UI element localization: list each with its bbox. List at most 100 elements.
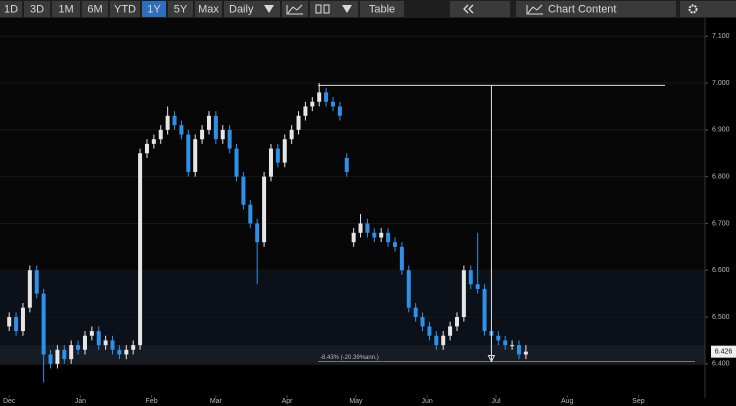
collapse-icon xyxy=(463,4,474,14)
candle-body xyxy=(55,349,60,364)
settings-bg[interactable] xyxy=(680,1,736,17)
candle-body xyxy=(172,115,177,126)
range-button[interactable]: YTD xyxy=(114,3,136,15)
candle-body xyxy=(503,340,508,346)
candle-body xyxy=(103,340,108,346)
collapse-bg[interactable] xyxy=(450,1,510,17)
candle-body xyxy=(20,307,25,332)
candle-body xyxy=(206,115,211,130)
candle-body xyxy=(317,92,322,102)
candle-body xyxy=(248,204,253,224)
dropdown-arrow xyxy=(342,5,352,13)
candle-body xyxy=(441,335,446,346)
candle-body xyxy=(406,270,411,308)
candle-body xyxy=(420,317,425,327)
range-button[interactable]: 1M xyxy=(58,3,73,15)
candle-body xyxy=(282,139,287,163)
candle-body xyxy=(379,232,384,238)
band-lower xyxy=(0,345,705,365)
range-button[interactable]: 5Y xyxy=(174,3,188,15)
range-button[interactable]: 3D xyxy=(30,3,44,15)
range-button-bg[interactable] xyxy=(0,1,22,17)
y-tick-label: 7.000 xyxy=(712,80,730,87)
chart-content[interactable]: Chart Content xyxy=(548,3,616,15)
candle-body xyxy=(386,232,391,243)
line-icon xyxy=(286,4,303,15)
candle-body xyxy=(454,317,459,327)
candle-body xyxy=(34,270,39,294)
candle-icon-bg[interactable] xyxy=(310,1,358,17)
candle-body xyxy=(27,270,32,308)
candle-body xyxy=(186,134,191,172)
chart-content-icon xyxy=(526,4,543,15)
candle-body xyxy=(48,354,53,364)
range-button[interactable]: Max xyxy=(198,3,219,15)
toolbar-items: 1D 3D 1M 6M YTD 1Y 5Y Max Daily Table Chart Conten… xyxy=(0,1,736,17)
candle-body xyxy=(82,335,87,350)
candle-body xyxy=(227,129,232,149)
range-button-bg[interactable] xyxy=(110,1,140,17)
candle-body xyxy=(351,232,356,243)
y-tick-label: 6.500 xyxy=(712,314,730,321)
candle-body xyxy=(193,139,198,172)
table-button[interactable]: Table xyxy=(369,3,395,15)
last-price-label: 6.426 xyxy=(715,349,733,356)
range-button[interactable]: 1Y xyxy=(147,3,161,15)
last-price-box xyxy=(711,345,736,358)
candle-body xyxy=(262,176,267,243)
candle-body xyxy=(200,129,205,140)
candle-body xyxy=(427,326,432,336)
range-button-bg[interactable] xyxy=(168,1,193,17)
candle-body xyxy=(124,349,129,355)
y-tick-label: 6.600 xyxy=(712,267,730,274)
measure-arrow xyxy=(487,354,496,363)
candle-body xyxy=(510,345,515,347)
range-button-bg[interactable] xyxy=(195,1,222,17)
range-button[interactable]: 1D xyxy=(4,3,18,15)
range-button-bg[interactable] xyxy=(142,1,166,17)
candle-body xyxy=(234,148,239,177)
range-button[interactable]: 6M xyxy=(87,3,102,15)
candle-body xyxy=(151,139,156,144)
candle-body xyxy=(268,148,273,177)
plot: 6.400 6.500 6.600 6.700 6.800 6.900 7.000 7.100… xyxy=(0,33,736,405)
candle-body xyxy=(144,143,149,154)
candle-body xyxy=(303,106,308,116)
candle-icon-b xyxy=(323,4,330,14)
settings-icon[interactable] xyxy=(688,4,698,14)
candle-body xyxy=(324,92,329,102)
table-button-bg[interactable] xyxy=(360,1,404,17)
candle-body xyxy=(516,345,521,355)
candle-body xyxy=(131,345,136,350)
candle-body xyxy=(365,223,370,233)
range-button-bg[interactable] xyxy=(82,1,108,17)
candle-body xyxy=(330,101,335,107)
candle-body xyxy=(165,115,170,130)
range-button-bg[interactable] xyxy=(24,1,50,17)
interval[interactable]: Daily xyxy=(229,3,254,15)
candle-body xyxy=(275,148,280,163)
measure-label: -8.43% (-20.39%ann.) xyxy=(320,355,379,361)
x-tick-label: Mar xyxy=(210,398,223,405)
candle-body xyxy=(310,101,315,107)
x-tick-label: Jun xyxy=(421,398,432,405)
candle-body xyxy=(69,345,74,360)
candle-body xyxy=(241,176,246,205)
candle-body xyxy=(110,340,115,350)
candle-body xyxy=(358,223,363,233)
band-upper xyxy=(0,18,705,270)
candle-body xyxy=(138,153,143,346)
y-tick-label: 6.900 xyxy=(712,127,730,134)
candle-body xyxy=(434,335,439,346)
candle-body xyxy=(344,157,349,172)
x-tick-label: Sep xyxy=(632,398,645,405)
candle-body xyxy=(482,288,487,332)
candle-body xyxy=(289,129,294,140)
chart-content-bg[interactable] xyxy=(516,1,676,17)
candle-body xyxy=(468,270,473,285)
candle-body xyxy=(448,326,453,336)
range-button-bg[interactable] xyxy=(52,1,80,17)
candle-body xyxy=(523,351,528,355)
band-middle xyxy=(0,270,705,345)
